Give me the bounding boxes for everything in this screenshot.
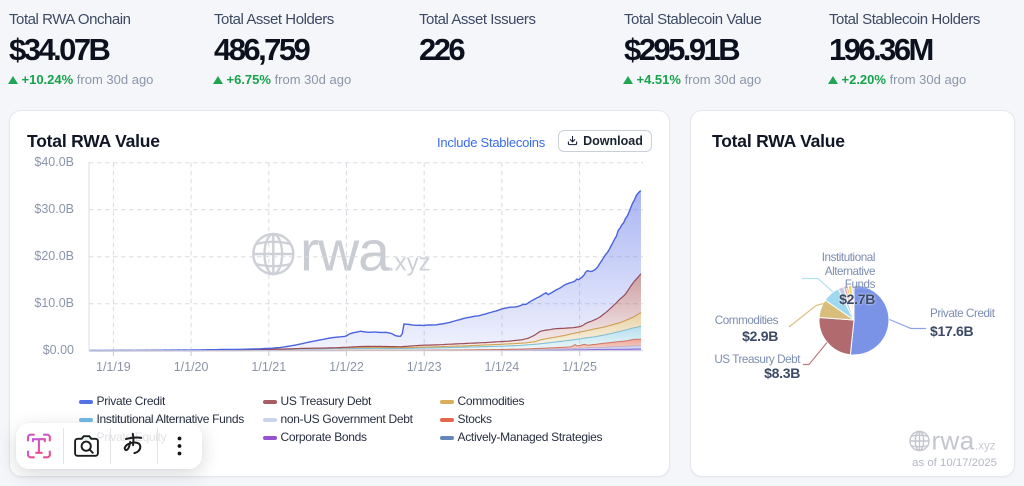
svg-text:rwa: rwa bbox=[300, 220, 390, 284]
svg-text:.xyz: .xyz bbox=[388, 250, 431, 277]
svg-text:.xyz: .xyz bbox=[975, 441, 996, 453]
svg-text:rwa: rwa bbox=[932, 426, 975, 456]
